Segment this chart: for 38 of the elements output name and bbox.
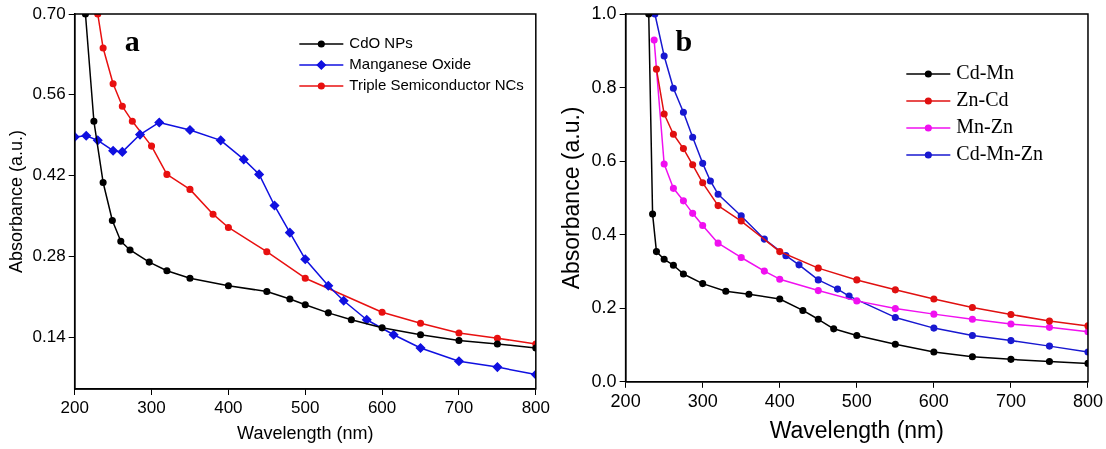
x-tick-label: 800	[521, 397, 551, 417]
y-tick-label: 0.6	[591, 150, 617, 171]
annotation: b	[675, 23, 693, 57]
legend-label: CdO NPs	[349, 34, 413, 52]
x-tick-label: 500	[291, 397, 320, 417]
y-tick-label: 0.8	[591, 76, 617, 97]
y-axis-title: Absorbance (a.u.)	[558, 106, 585, 290]
y-tick-label: 1.0	[591, 2, 617, 23]
x-tick-label: 300	[687, 390, 718, 411]
x-axis-title: Wavelength (nm)	[237, 423, 374, 444]
legend-label: Cd-Mn-Zn	[956, 142, 1043, 165]
x-tick-label: 400	[764, 390, 795, 411]
x-tick-label: 800	[1072, 390, 1104, 411]
legend-label: Mn-Zn	[956, 115, 1013, 138]
y-tick-label: 0.2	[591, 297, 617, 318]
y-tick-label: 0.14	[32, 326, 66, 346]
x-tick-label: 200	[610, 390, 641, 411]
y-axis-title: Absorbance (a.u.)	[5, 129, 26, 274]
legend-label: Manganese Oxide	[349, 55, 472, 73]
x-tick-label: 400	[214, 397, 243, 417]
y-tick-label: 0.0	[591, 370, 617, 391]
y-tick-label: 0.28	[32, 246, 66, 265]
x-tick-label: 200	[60, 397, 89, 417]
legend-label: Zn-Cd	[956, 88, 1009, 111]
x-axis-title: Wavelength (nm)	[769, 416, 944, 443]
y-tick-label: 0.42	[32, 165, 66, 185]
y-tick-label: 0.56	[32, 84, 66, 104]
y-tick-label: 0.70	[32, 3, 66, 23]
annotation: a	[124, 23, 140, 57]
x-tick-label: 300	[137, 397, 166, 417]
x-tick-label: 700	[444, 397, 474, 417]
legend-label: Triple Semiconductor NCs	[349, 76, 524, 94]
x-tick-label: 600	[918, 390, 949, 411]
legend-label: Cd-Mn	[956, 61, 1015, 84]
x-tick-label: 600	[367, 397, 397, 417]
y-tick-label: 0.4	[591, 223, 617, 244]
x-tick-label: 700	[995, 390, 1026, 411]
x-tick-label: 500	[841, 390, 872, 411]
